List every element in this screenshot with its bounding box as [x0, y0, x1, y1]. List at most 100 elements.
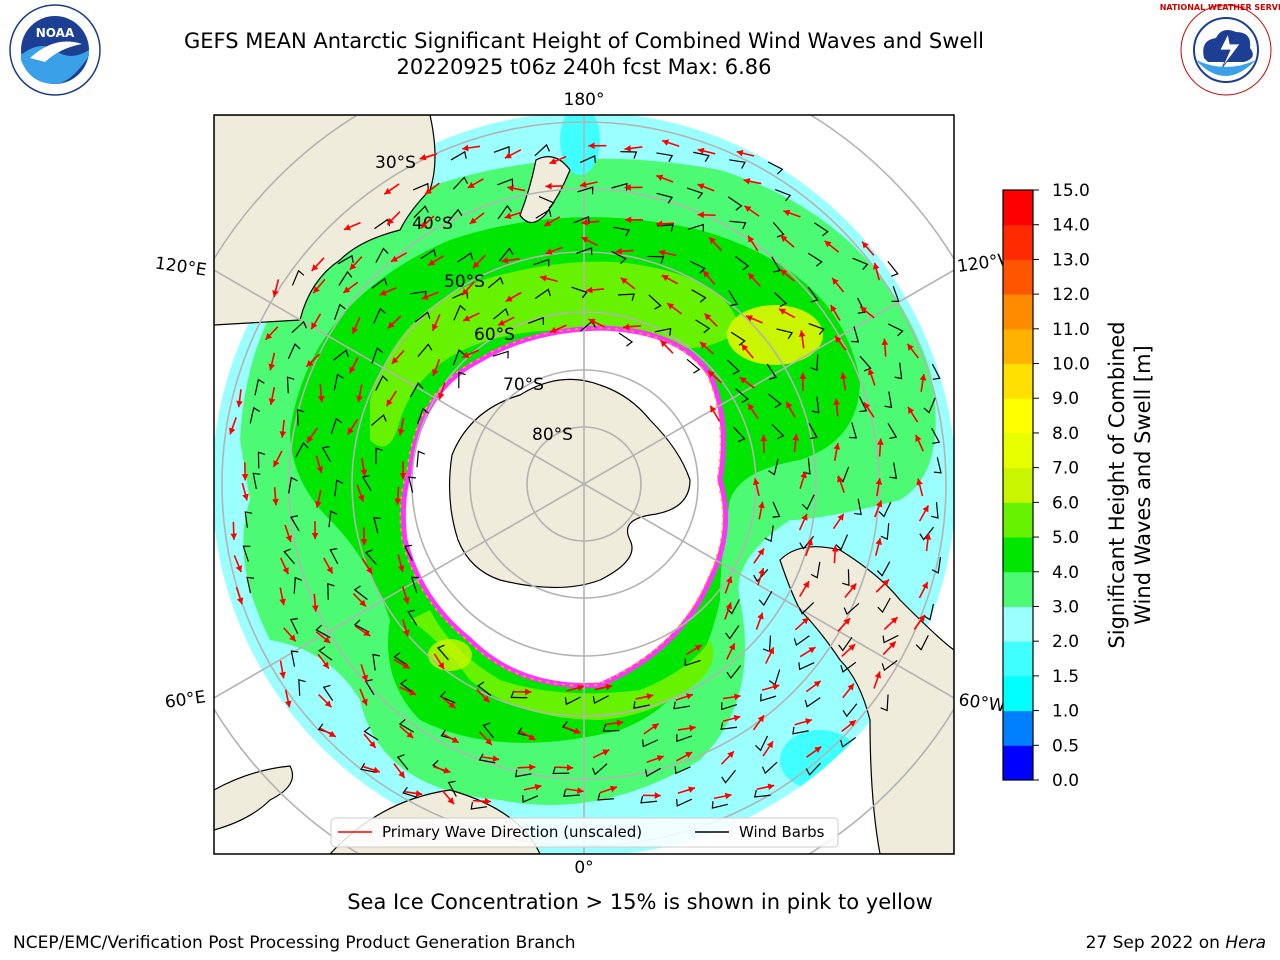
wave-direction-arrowhead — [889, 641, 896, 649]
wave-direction-arrowhead — [397, 565, 405, 573]
wind-barb — [293, 576, 302, 594]
wave-direction-arrowhead — [415, 790, 423, 797]
colorbar-swatch — [1003, 328, 1033, 365]
wave-direction-arrowhead — [347, 427, 354, 435]
wind-barb — [611, 250, 627, 264]
wind-barb — [407, 609, 418, 626]
wind-barb — [891, 286, 900, 302]
colorbar-tick-label: 1.0 — [1052, 702, 1079, 722]
wave-direction-arrowhead — [432, 323, 439, 331]
wind-barb — [321, 445, 331, 463]
wave-direction-arrowhead — [322, 661, 329, 669]
wave-direction-arrowhead — [646, 693, 654, 700]
map-legend: Primary Wave Direction (unscaled) Wind B… — [330, 817, 839, 848]
wave-direction-arrowhead — [402, 629, 410, 637]
wind-barb — [686, 187, 704, 200]
wind-barb — [322, 684, 334, 701]
footer-host: Hera — [1225, 933, 1266, 953]
wind-barb — [371, 414, 387, 426]
wind-barb — [452, 176, 469, 190]
wind-barb — [452, 349, 465, 366]
wind-barb — [246, 576, 255, 594]
wave-direction-arrowhead — [660, 340, 668, 348]
wind-barb — [792, 726, 809, 735]
wind-barb — [761, 761, 778, 775]
wind-barb — [515, 769, 532, 778]
wind-barb — [534, 288, 551, 299]
wave-direction-arrowhead — [689, 724, 696, 732]
colorbar-swatch — [1003, 294, 1033, 330]
antarctica-landmass — [448, 378, 691, 589]
wave-direction-arrowhead — [700, 341, 707, 349]
wave-direction-arrowhead — [734, 693, 741, 701]
colorbar-swatch — [1003, 259, 1033, 295]
wind-barb — [686, 358, 701, 374]
wave-direction-arrowhead — [833, 398, 841, 405]
wave-direction-arrowhead — [686, 693, 693, 700]
wind-barb — [807, 252, 823, 267]
noaa-logo-text: NOAA — [36, 26, 75, 40]
sea-ice-note: Sea Ice Concentration > 15% is shown in … — [347, 890, 933, 914]
wind-barb — [591, 763, 608, 776]
lat-label-30: 30°S — [375, 153, 416, 173]
wave-direction-arrowhead — [882, 579, 890, 587]
wind-barb — [798, 602, 815, 615]
colorbar-swatch — [1003, 606, 1033, 642]
wave-direction-arrowhead — [881, 338, 889, 346]
wind-barb — [642, 739, 659, 748]
wind-barb — [767, 161, 784, 175]
wind-barb — [689, 260, 706, 274]
wind-barb — [735, 256, 750, 271]
wind-barb — [409, 382, 424, 398]
wind-barb — [838, 636, 853, 652]
colorbar-swatch — [1003, 190, 1033, 226]
wind-barb — [373, 517, 382, 534]
wave-direction-arrowhead — [236, 597, 244, 605]
wave-direction-arrowhead — [780, 269, 788, 276]
wind-barb — [447, 208, 463, 223]
wave-direction-arrowhead — [726, 576, 733, 584]
wind-barb — [291, 320, 307, 334]
wave-direction-arrowhead — [620, 277, 628, 285]
wind-barb — [288, 476, 298, 494]
wave-direction-arrowhead — [289, 634, 296, 642]
wind-barb — [287, 343, 301, 360]
wind-barb — [457, 252, 474, 263]
wave-direction-arrowhead — [805, 718, 812, 725]
wind-barb — [730, 331, 746, 346]
wind-barb — [760, 693, 777, 702]
wind-barb — [482, 722, 495, 739]
wind-barb — [876, 561, 891, 577]
wind-barb — [919, 526, 935, 541]
wave-direction-arrowhead — [757, 715, 764, 723]
wave-direction-arrowhead — [685, 752, 693, 759]
wind-barb — [298, 678, 306, 696]
colorbar-tick-label: 5.0 — [1052, 528, 1079, 548]
wave-direction-arrowhead — [806, 538, 813, 546]
wind-barb — [771, 424, 785, 440]
wave-direction-arrowhead — [356, 395, 363, 403]
lat-label-50: 50°S — [444, 272, 485, 292]
wind-barb — [579, 155, 596, 164]
wind-barb — [333, 303, 346, 320]
wave-direction-arrowhead — [463, 315, 471, 322]
wave-direction-arrowhead — [658, 249, 666, 257]
wind-barb — [290, 650, 299, 667]
wave-direction-arrowhead — [420, 221, 428, 229]
wind-barb — [633, 701, 650, 709]
wave-direction-arrowhead — [767, 647, 774, 655]
wave-direction-arrowhead — [588, 318, 596, 325]
wind-barb — [497, 204, 512, 220]
colorbar-swatch — [1003, 710, 1033, 746]
wave-direction-arrowhead — [343, 224, 351, 231]
wind-barb — [535, 208, 552, 219]
wave-direction-arrowhead — [577, 684, 584, 692]
wave-direction-arrowhead — [656, 220, 663, 228]
wave-direction-arrowhead — [848, 720, 856, 727]
noaa-logo: NOAA — [9, 4, 101, 96]
wind-barb — [318, 646, 333, 661]
wave-direction-arrowhead — [710, 405, 717, 413]
colorbar-swatch — [1003, 432, 1033, 469]
wind-barb — [597, 793, 614, 801]
wave-direction-arrowhead — [326, 566, 333, 574]
